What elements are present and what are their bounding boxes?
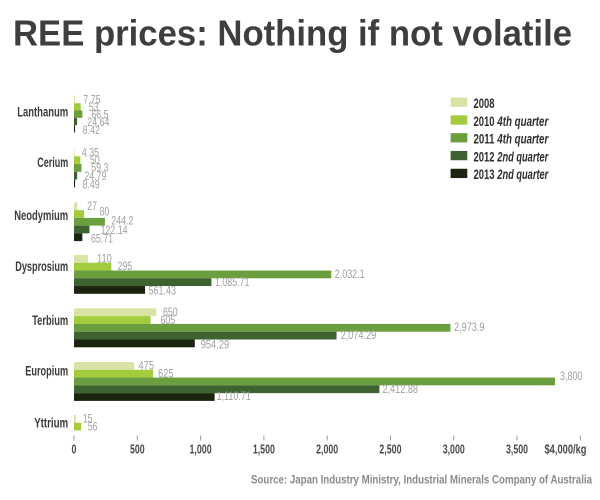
svg-text:50: 50	[90, 153, 100, 167]
svg-text:Europium: Europium	[25, 364, 68, 379]
svg-text:24.64: 24.64	[87, 115, 109, 129]
svg-text:2013: 2013	[474, 167, 495, 182]
svg-text:2,032.1: 2,032.1	[335, 267, 365, 281]
svg-text:$4,000/kg: $4,000/kg	[545, 442, 587, 457]
svg-text:244.2: 244.2	[111, 213, 133, 227]
svg-text:Terbium: Terbium	[32, 313, 68, 328]
svg-text:561.43: 561.43	[149, 283, 177, 297]
svg-text:650: 650	[163, 305, 178, 319]
svg-text:3,000: 3,000	[443, 442, 465, 457]
svg-text:2,973.9: 2,973.9	[454, 320, 485, 334]
svg-text:1,085.71: 1,085.71	[215, 275, 249, 289]
svg-text:Dysprosium: Dysprosium	[15, 259, 68, 274]
svg-text:Lanthanum: Lanthanum	[17, 105, 68, 120]
svg-text:Neodymium: Neodymium	[14, 208, 68, 223]
svg-text:2nd quarter: 2nd quarter	[497, 167, 549, 182]
svg-text:15: 15	[83, 412, 93, 426]
svg-text:27: 27	[87, 199, 97, 213]
svg-text:65.71: 65.71	[91, 231, 113, 245]
svg-text:2012: 2012	[474, 149, 495, 164]
svg-text:2nd quarter: 2nd quarter	[497, 149, 549, 164]
svg-text:1,110.71: 1,110.71	[217, 389, 251, 403]
svg-text:24.79: 24.79	[84, 169, 106, 183]
svg-text:59.3: 59.3	[91, 161, 109, 175]
svg-text:Source: Japan Industry Ministr: Source: Japan Industry Ministry, Industr…	[251, 472, 592, 486]
svg-text:Yttrium: Yttrium	[34, 416, 68, 431]
svg-text:605: 605	[161, 313, 176, 327]
svg-text:53: 53	[89, 100, 99, 114]
svg-text:2,000: 2,000	[316, 442, 338, 457]
svg-text:2,412.88: 2,412.88	[383, 382, 419, 396]
svg-text:66.5: 66.5	[91, 108, 109, 122]
svg-text:REE prices: Nothing if not vol: REE prices: Nothing if not volatile	[13, 13, 572, 54]
svg-text:8.49: 8.49	[83, 178, 100, 192]
svg-text:2,074.29: 2,074.29	[341, 328, 377, 342]
svg-text:4.35: 4.35	[82, 146, 100, 160]
svg-text:4th quarter: 4th quarter	[497, 114, 549, 129]
svg-text:80: 80	[100, 205, 110, 219]
svg-text:3,800: 3,800	[560, 369, 583, 383]
svg-text:Cerium: Cerium	[37, 155, 68, 170]
svg-text:1,000: 1,000	[190, 442, 212, 457]
svg-text:0: 0	[72, 442, 77, 457]
svg-text:56: 56	[88, 419, 98, 433]
svg-text:625: 625	[158, 367, 174, 381]
svg-text:122.14: 122.14	[101, 223, 128, 237]
svg-text:2,500: 2,500	[379, 442, 401, 457]
svg-text:1,500: 1,500	[253, 442, 275, 457]
svg-text:3,500: 3,500	[506, 442, 528, 457]
svg-text:8.42: 8.42	[83, 123, 100, 137]
svg-text:110: 110	[97, 251, 112, 265]
svg-text:500: 500	[130, 442, 145, 457]
svg-text:7.75: 7.75	[83, 92, 101, 106]
svg-text:4th quarter: 4th quarter	[497, 132, 549, 147]
svg-text:295: 295	[118, 259, 133, 273]
svg-text:2010: 2010	[474, 114, 495, 129]
svg-text:2008: 2008	[474, 96, 495, 111]
svg-text:2011: 2011	[474, 132, 495, 147]
svg-text:475: 475	[139, 359, 155, 373]
svg-text:954.29: 954.29	[201, 338, 230, 352]
